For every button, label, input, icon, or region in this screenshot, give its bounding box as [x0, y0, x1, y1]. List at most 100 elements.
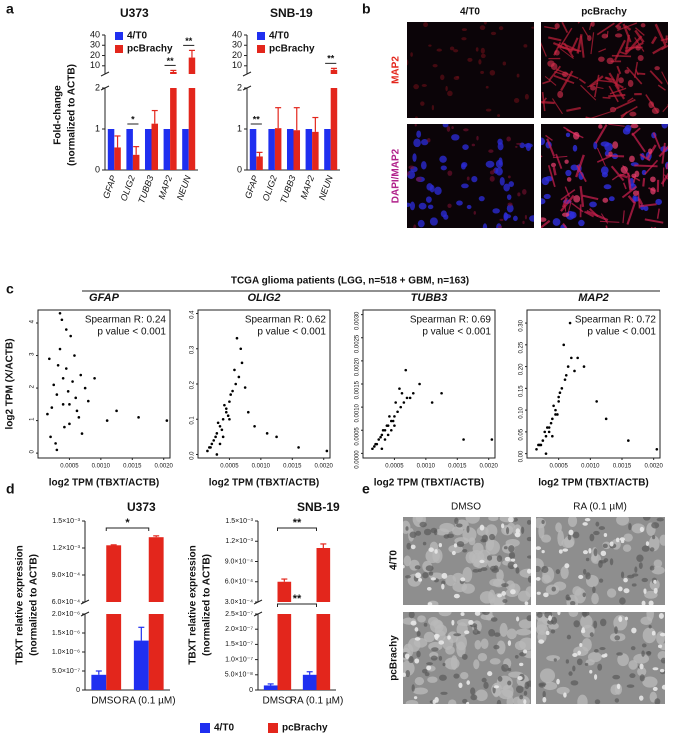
cell	[539, 668, 556, 683]
cell	[434, 633, 440, 639]
cell	[631, 573, 639, 577]
point	[551, 434, 554, 438]
cell	[466, 204, 472, 210]
bar	[126, 129, 133, 170]
neurite	[620, 111, 628, 118]
cell	[430, 527, 438, 534]
cell	[447, 170, 453, 176]
cell	[490, 31, 497, 36]
cell	[425, 565, 434, 572]
point	[544, 452, 548, 455]
cell	[507, 561, 516, 570]
y-tick-label: 1.5×10⁻³	[225, 518, 253, 525]
point	[371, 447, 374, 451]
point	[430, 401, 434, 404]
cell	[494, 632, 501, 637]
bar	[263, 685, 278, 690]
cell	[493, 167, 499, 174]
cell	[403, 555, 412, 567]
x-tick-label: 0.0020	[315, 464, 334, 470]
cell	[526, 536, 531, 542]
cell	[526, 568, 531, 574]
point	[55, 393, 59, 396]
point	[79, 373, 83, 377]
cell	[453, 593, 460, 599]
point	[46, 412, 49, 416]
cell	[606, 57, 614, 65]
cell	[405, 575, 411, 579]
cell	[472, 628, 479, 635]
cell	[523, 690, 528, 696]
y-tick-label: 1.0×10⁻⁷	[225, 656, 253, 663]
cell	[448, 699, 457, 704]
cell	[481, 677, 487, 683]
point	[73, 354, 76, 357]
point	[379, 435, 382, 439]
cell	[652, 667, 659, 671]
y-tick-label: 5.0×10⁻⁸	[225, 672, 253, 679]
cell	[572, 652, 578, 657]
cell	[434, 549, 438, 554]
cell	[428, 547, 434, 552]
cell	[427, 204, 434, 210]
cell	[646, 612, 654, 622]
point	[404, 368, 408, 372]
cell	[480, 70, 485, 74]
cell	[507, 175, 511, 179]
neurite	[639, 203, 657, 208]
cell	[446, 125, 451, 132]
point	[582, 365, 586, 368]
cell	[440, 165, 447, 171]
cell	[438, 674, 447, 681]
cell	[519, 662, 524, 667]
cell	[609, 541, 614, 547]
x-tick-label: 0.0005	[220, 464, 239, 470]
neurite	[631, 132, 646, 153]
cell	[451, 134, 460, 141]
neurite	[619, 51, 627, 55]
point	[547, 430, 551, 434]
cell	[506, 136, 511, 142]
bar	[106, 614, 122, 690]
cell	[590, 85, 596, 91]
cell	[499, 622, 508, 637]
cell	[593, 548, 598, 557]
cell	[479, 25, 486, 31]
point	[549, 421, 553, 425]
cell	[659, 632, 665, 637]
cell	[475, 47, 479, 52]
point	[418, 382, 421, 386]
cell	[501, 664, 509, 672]
cell	[550, 629, 556, 634]
legend-label: pcBrachy	[269, 44, 315, 55]
micrograph	[536, 517, 665, 605]
cell	[409, 201, 416, 211]
neurite	[608, 93, 626, 98]
cell	[482, 612, 490, 616]
cell	[501, 523, 505, 529]
cell	[468, 537, 476, 546]
point	[71, 380, 74, 383]
significance-label: **	[293, 593, 302, 605]
x-tick-label: 0.0015	[123, 464, 142, 470]
neurite	[551, 98, 563, 115]
cell	[588, 547, 592, 554]
cell	[413, 696, 418, 700]
point	[386, 433, 390, 437]
neurite	[545, 134, 553, 141]
bar	[256, 156, 263, 170]
cell	[424, 672, 430, 677]
bar	[286, 129, 294, 170]
cell	[598, 526, 606, 530]
cell	[582, 568, 587, 575]
neurite	[544, 75, 557, 86]
cell	[582, 592, 587, 598]
significance-label: **	[253, 114, 261, 124]
bar	[316, 548, 331, 602]
cell	[578, 219, 585, 227]
cell	[422, 541, 427, 546]
cell	[601, 654, 607, 658]
significance-label: **	[167, 56, 175, 66]
cell	[614, 33, 623, 38]
y-tick-label: 1	[30, 417, 36, 421]
